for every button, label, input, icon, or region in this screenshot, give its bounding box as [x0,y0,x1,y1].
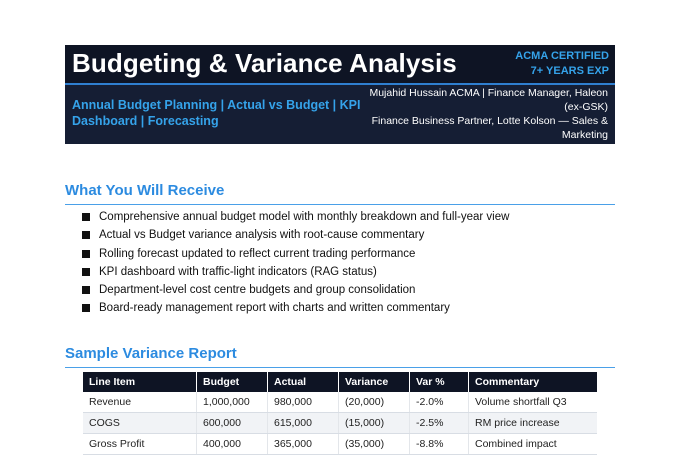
square-bullet-icon [82,213,90,221]
column-header-line-item: Line Item [83,372,197,392]
header-banner: Budgeting & Variance Analysis ACMA CERTI… [65,45,615,144]
badge-line-experience: 7+ YEARS EXP [530,65,609,77]
cell-variance: (35,000) [338,433,410,455]
table-row: Gross Profit 400,000 365,000 (35,000) -8… [83,433,597,455]
list-item-text: Comprehensive annual budget model with m… [99,211,510,223]
list-item: Department-level cost centre budgets and… [82,281,509,299]
list-item: Board-ready management report with chart… [82,299,509,317]
cell-line-item: COGS [83,412,197,434]
cell-var-percent: -8.8% [409,433,469,455]
column-header-var-percent: Var % [409,372,469,392]
cell-var-percent: -2.0% [409,392,469,413]
badge-line-certified: ACMA CERTIFIED [515,50,609,62]
header-title-bar: Budgeting & Variance Analysis ACMA CERTI… [65,45,615,83]
cell-budget: 400,000 [196,433,268,455]
cell-budget: 1,000,000 [196,392,268,413]
list-item-text: Board-ready management report with chart… [99,302,450,315]
receive-heading-rule [65,204,615,205]
cell-line-item: Revenue [83,392,197,413]
cell-actual: 980,000 [267,392,339,413]
variance-table: Line Item Budget Actual Variance Var % C… [83,372,597,455]
cell-variance: (15,000) [338,412,410,434]
report-heading: Sample Variance Report [65,345,237,362]
list-item-text: KPI dashboard with traffic-light indicat… [99,265,377,278]
author-line-current-role: Mujahid Hussain ACMA | Finance Manager, … [369,87,608,113]
column-header-variance: Variance [338,372,410,392]
author-info: Mujahid Hussain ACMA | Finance Manager, … [358,86,608,142]
square-bullet-icon [82,231,90,240]
square-bullet-icon [82,286,90,295]
cell-actual: 365,000 [267,433,339,455]
cell-line-item: Gross Profit [83,433,197,455]
column-header-commentary: Commentary [468,372,597,392]
table-row: Revenue 1,000,000 980,000 (20,000) -2.0%… [83,392,597,413]
cell-variance: (20,000) [338,392,410,413]
table-header-row: Line Item Budget Actual Variance Var % C… [83,372,597,392]
receive-heading: What You Will Receive [65,182,225,199]
certification-badge: ACMA CERTIFIED 7+ YEARS EXP [515,49,609,79]
list-item: Rolling forecast updated to reflect curr… [82,245,509,263]
table-row: COGS 600,000 615,000 (15,000) -2.5% RM p… [83,412,597,434]
column-header-actual: Actual [267,372,339,392]
list-item-text: Rolling forecast updated to reflect curr… [99,247,416,260]
report-heading-rule [65,367,615,368]
list-item-text: Actual vs Budget variance analysis with … [99,229,425,242]
list-item-text: Department-level cost centre budgets and… [99,284,416,297]
list-item: KPI dashboard with traffic-light indicat… [82,263,509,281]
header-divider [65,83,615,85]
square-bullet-icon [82,249,90,258]
list-item: Comprehensive annual budget model with m… [82,208,509,226]
page-title: Budgeting & Variance Analysis [72,48,457,78]
cell-actual: 615,000 [267,412,339,434]
cell-commentary: Volume shortfall Q3 [468,392,597,413]
cell-var-percent: -2.5% [409,412,469,434]
cell-commentary: RM price increase [468,412,597,434]
square-bullet-icon [82,304,90,313]
author-line-previous-role: Finance Business Partner, Lotte Kolson —… [371,115,608,141]
list-item: Actual vs Budget variance analysis with … [82,226,509,244]
service-tagline: Annual Budget Planning | Actual vs Budge… [72,98,361,128]
square-bullet-icon [82,267,90,276]
cell-budget: 600,000 [196,412,268,434]
column-header-budget: Budget [196,372,268,392]
deliverables-list: Comprehensive annual budget model with m… [82,208,509,318]
cell-commentary: Combined impact [468,433,597,455]
